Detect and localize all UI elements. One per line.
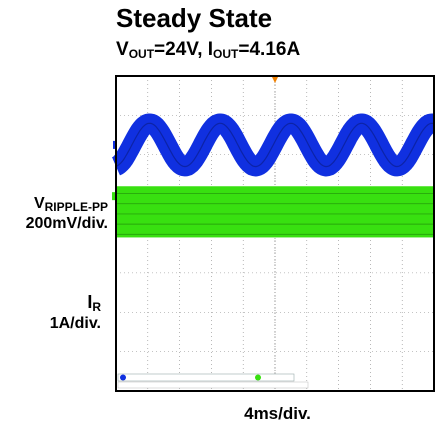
ch2-scale-label: 1A/div.	[49, 315, 101, 332]
ch2-label: IR	[87, 292, 101, 314]
chart-title: Steady State	[116, 3, 273, 33]
ch1-status-indicator	[120, 374, 126, 381]
measurement-row	[117, 381, 309, 389]
ch2-status-indicator	[255, 374, 261, 381]
scope-status-bar	[117, 373, 309, 389]
ch2-ground-marker	[112, 192, 116, 201]
timebase-label: 4ms/div.	[244, 404, 311, 423]
ch1-trace-center	[115, 122, 435, 168]
chart-subtitle: VOUT=24V, IOUT=4.16A	[116, 39, 301, 61]
plot-frame	[115, 75, 435, 392]
ch1-label: VRIPPLE-PP	[33, 195, 108, 214]
ch1-scale-label: 200mV/div.	[25, 215, 108, 232]
trigger-marker	[272, 77, 278, 83]
ch2-trace-band	[116, 186, 434, 238]
status-readout-box	[117, 373, 295, 382]
